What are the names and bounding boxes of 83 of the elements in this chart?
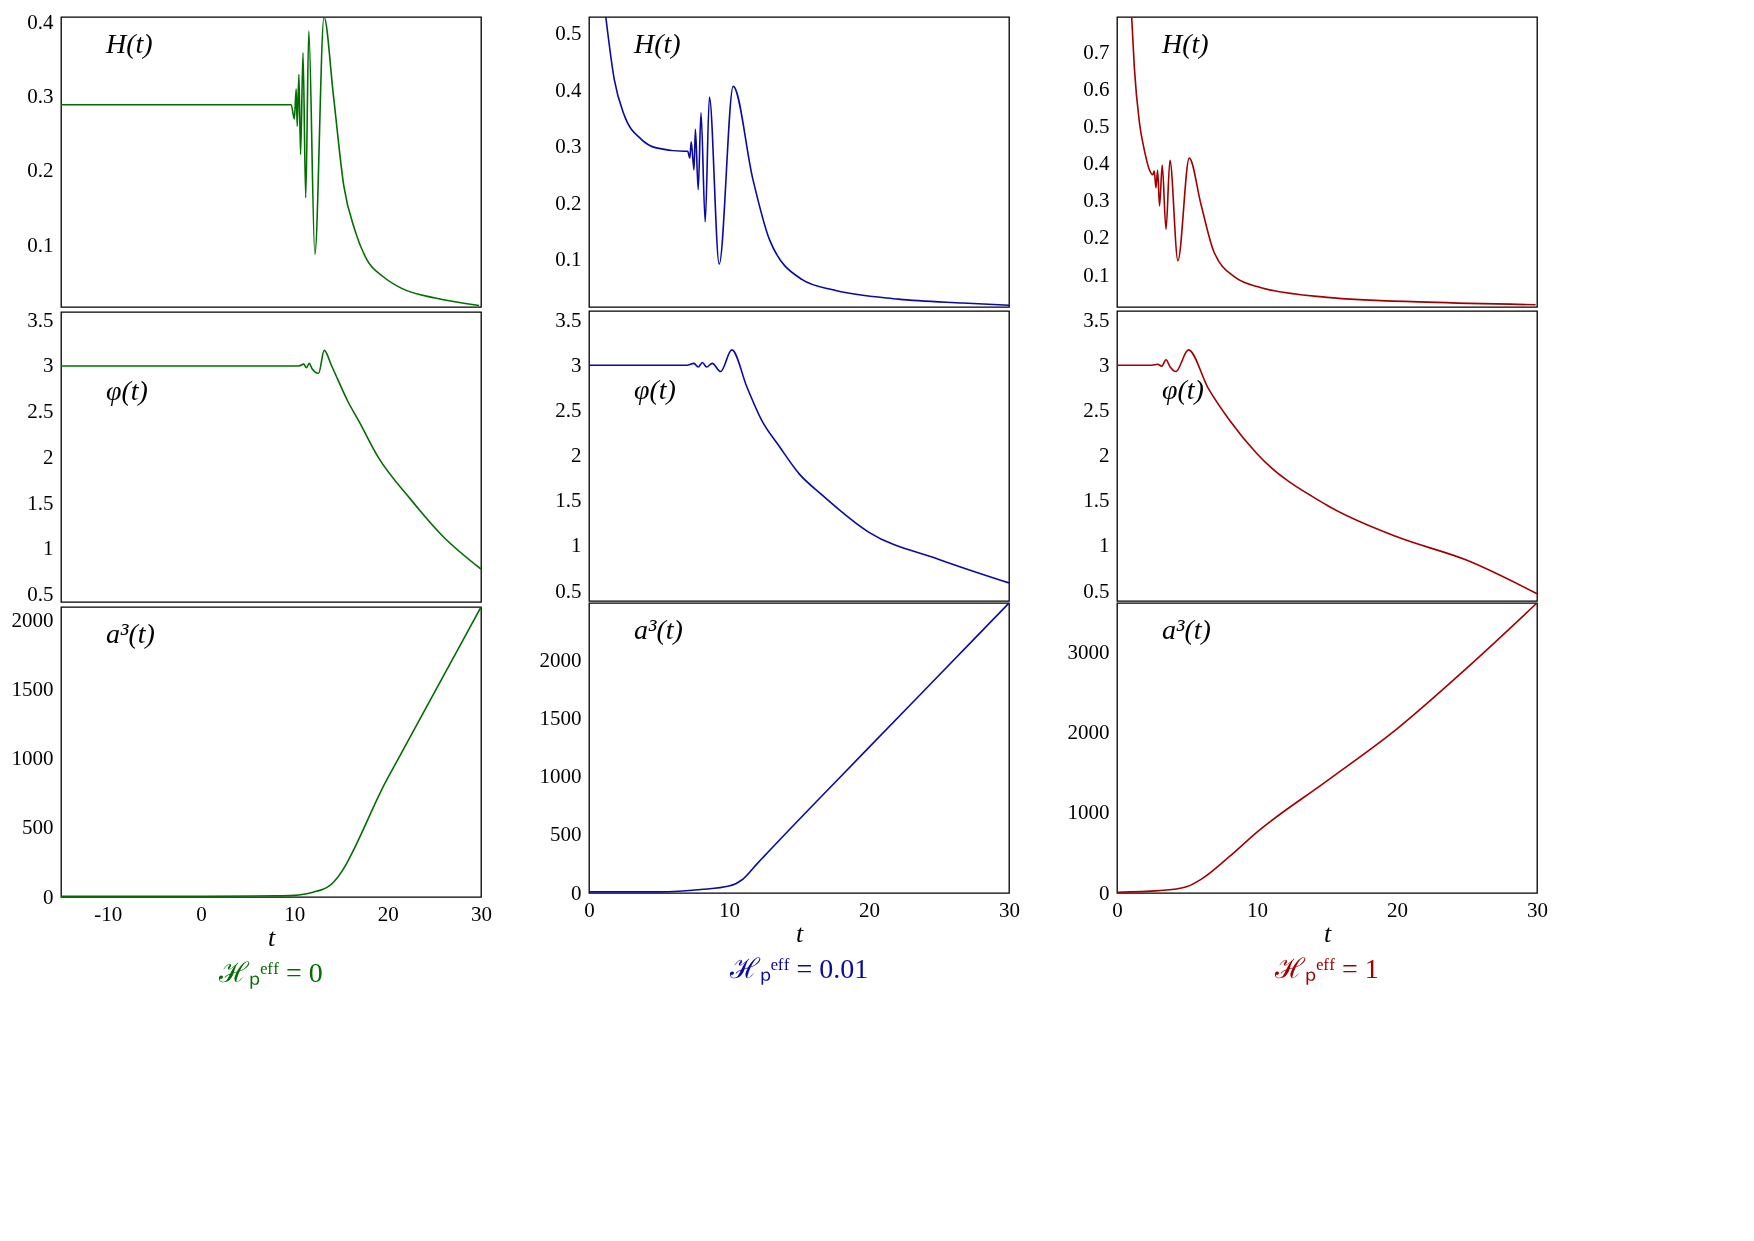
y-tick-label: 3 (571, 352, 582, 377)
annotation: H(t) (105, 28, 153, 59)
line-series (589, 349, 1009, 584)
y-tick-label: 2000 (11, 608, 54, 633)
y-tick-label: 2.5 (1083, 397, 1110, 422)
y-tick-label: 0.2 (27, 158, 54, 183)
y-tick-label: 1500 (11, 677, 54, 702)
line-series (61, 349, 481, 570)
x-tick-label: 20 (377, 901, 399, 926)
y-tick-label: 0.5 (1083, 114, 1110, 139)
x-axis-title: t (267, 922, 276, 952)
y-tick-label: 0.7 (1083, 39, 1110, 64)
annotation: a³(t) (1162, 614, 1211, 645)
text: ℋₚᵉᶠᶠ = 1 (1274, 953, 1379, 985)
y-tick-label: 2 (1099, 443, 1110, 468)
annotation: H(t) (1161, 28, 1209, 59)
y-tick-label: 1000 (11, 746, 54, 771)
y-tick-label: 2000 (539, 647, 582, 672)
y-tick-label: 1000 (1067, 800, 1110, 825)
y-tick-label: 1500 (539, 705, 582, 730)
annotation: a³(t) (634, 614, 683, 645)
x-axis-title: t (795, 918, 804, 948)
y-tick-label: 0.5 (1083, 578, 1110, 603)
y-tick-label: 1 (43, 536, 54, 561)
x-tick-label: -10 (94, 901, 123, 926)
y-tick-label: 0.4 (27, 9, 54, 34)
x-axis-title: t (1323, 918, 1332, 948)
x-tick-label: 20 (1387, 897, 1408, 922)
y-tick-label: 500 (550, 822, 582, 847)
y-tick-label: 1000 (539, 764, 582, 789)
y-tick-label: 3 (43, 353, 54, 378)
y-tick-label: 1.5 (1083, 488, 1110, 513)
y-tick-label: 0 (571, 880, 582, 905)
x-tick-label: 0 (196, 901, 207, 926)
y-tick-label: 2 (43, 444, 54, 469)
y-tick-label: 0.4 (555, 77, 582, 102)
y-tick-label: 0.5 (27, 582, 54, 607)
y-tick-label: 500 (22, 815, 54, 840)
x-tick-label: 30 (471, 901, 492, 926)
y-tick-label: 0.1 (555, 247, 582, 272)
line-series (605, 17, 1009, 307)
x-tick-label: 10 (284, 901, 306, 926)
annotation: φ(t) (634, 374, 676, 405)
y-tick-label: 0.5 (555, 578, 582, 603)
y-tick-label: 2000 (1067, 720, 1110, 745)
y-tick-label: 0.1 (1083, 262, 1110, 287)
y-tick-label: 0.3 (1083, 188, 1110, 213)
annotation: a³(t) (106, 618, 155, 649)
annotation: φ(t) (1162, 374, 1204, 405)
y-tick-label: 1.5 (555, 488, 582, 513)
y-tick-label: 2 (571, 443, 582, 468)
y-tick-label: 0 (1099, 880, 1110, 905)
x-tick-label: 10 (1247, 897, 1268, 922)
y-tick-label: 2.5 (27, 399, 54, 424)
y-tick-label: 1.5 (27, 490, 54, 515)
annotation: H(t) (633, 28, 681, 59)
text: ℋₚᵉᶠᶠ = 0 (218, 957, 323, 989)
annotation: φ(t) (106, 375, 148, 406)
y-tick-label: 0.4 (1083, 151, 1110, 176)
y-tick-label: 0.2 (1083, 225, 1110, 250)
x-tick-label: 30 (1527, 897, 1548, 922)
y-tick-label: 2.5 (555, 397, 582, 422)
y-tick-label: 3000 (1067, 640, 1110, 665)
y-tick-label: 0.1 (27, 232, 54, 257)
y-tick-label: 0.5 (555, 21, 582, 46)
x-tick-label: 30 (999, 897, 1020, 922)
y-tick-label: 0.6 (1083, 76, 1110, 101)
line-series (1130, 17, 1537, 306)
x-tick-label: 20 (859, 897, 880, 922)
y-tick-label: 0.3 (27, 84, 54, 109)
y-tick-label: 0.2 (555, 190, 582, 215)
y-tick-label: 0.3 (555, 134, 582, 159)
y-tick-label: 1 (1099, 533, 1110, 558)
text: ℋₚᵉᶠᶠ = 0.01 (728, 953, 869, 985)
y-tick-label: 3 (1099, 352, 1110, 377)
line-series (61, 607, 481, 897)
y-tick-label: 3.5 (1083, 307, 1110, 332)
line-series (61, 17, 480, 307)
line-series (1117, 349, 1537, 595)
y-tick-label: 1 (571, 533, 582, 558)
x-tick-label: 10 (719, 897, 740, 922)
y-tick-label: 3.5 (555, 307, 582, 332)
y-tick-label: 3.5 (27, 307, 54, 332)
